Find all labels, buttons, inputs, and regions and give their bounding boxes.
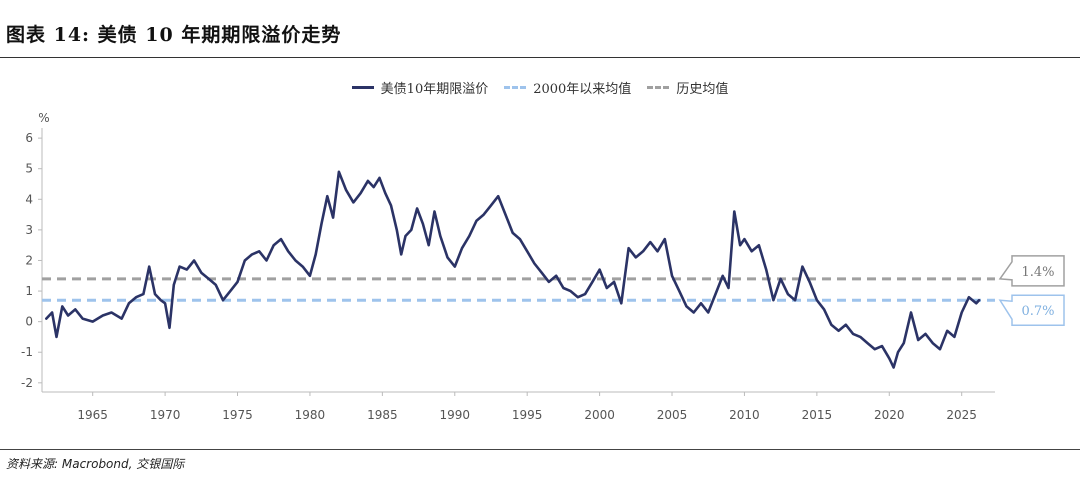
x-tick-label: 1980 (295, 408, 326, 422)
legend-item-term-premium: 美债10年期限溢价 (351, 78, 489, 97)
x-tick-label: 1965 (77, 408, 108, 422)
chart-legend: 美债10年期限溢价 2000年以来均值 历史均值 (0, 78, 1080, 97)
mean-since-2000-callout-box (998, 294, 1065, 326)
y-tick-label: 4 (25, 192, 33, 206)
historical-mean-callout-text: 1.4% (1021, 265, 1054, 280)
x-tick-label: 2000 (584, 408, 615, 422)
term-premium-series-line (44, 170, 981, 369)
x-tick-label: 2025 (946, 408, 977, 422)
legend-label-term-premium: 美债10年期限溢价 (380, 82, 489, 97)
source-note: 资料来源: Macrobond, 交银国际 (6, 457, 185, 471)
y-tick-label: 1 (25, 284, 33, 298)
historical-mean-callout-box (998, 255, 1065, 287)
legend-swatch-historical-mean (647, 86, 670, 89)
x-tick-label: 1970 (150, 408, 181, 422)
x-tick-label: 2010 (729, 408, 760, 422)
chart-title: 图表 14: 美债 10 年期期限溢价走势 (6, 24, 342, 46)
x-tick-label: 1985 (367, 408, 398, 422)
y-tick-label: -1 (21, 345, 33, 359)
mean-since-2000-callout-text: 0.7% (1021, 304, 1054, 319)
y-tick-label: 3 (25, 223, 33, 237)
legend-label-historical-mean: 历史均值 (676, 82, 729, 97)
legend-swatch-term-premium (351, 86, 374, 89)
x-tick-label: 1975 (222, 408, 253, 422)
y-tick-label: 2 (25, 253, 33, 267)
legend-item-historical-mean: 历史均值 (647, 78, 728, 97)
x-tick-label: 2020 (874, 408, 905, 422)
x-tick-label: 1995 (512, 408, 543, 422)
y-tick-label: 6 (25, 131, 33, 145)
legend-swatch-mean-since-2000 (504, 86, 527, 89)
y-tick-label: 0 (25, 315, 33, 329)
y-tick-label: 5 (25, 162, 33, 176)
title-divider (0, 57, 1080, 58)
y-axis-unit-label: % (38, 111, 49, 125)
x-tick-label: 2005 (657, 408, 688, 422)
x-tick-label: 2015 (802, 408, 833, 422)
y-tick-label: -2 (21, 376, 33, 390)
x-tick-label: 1990 (440, 408, 471, 422)
legend-label-mean-since-2000: 2000年以来均值 (533, 82, 632, 97)
source-divider (0, 449, 1080, 450)
legend-item-mean-since-2000: 2000年以来均值 (504, 78, 631, 97)
